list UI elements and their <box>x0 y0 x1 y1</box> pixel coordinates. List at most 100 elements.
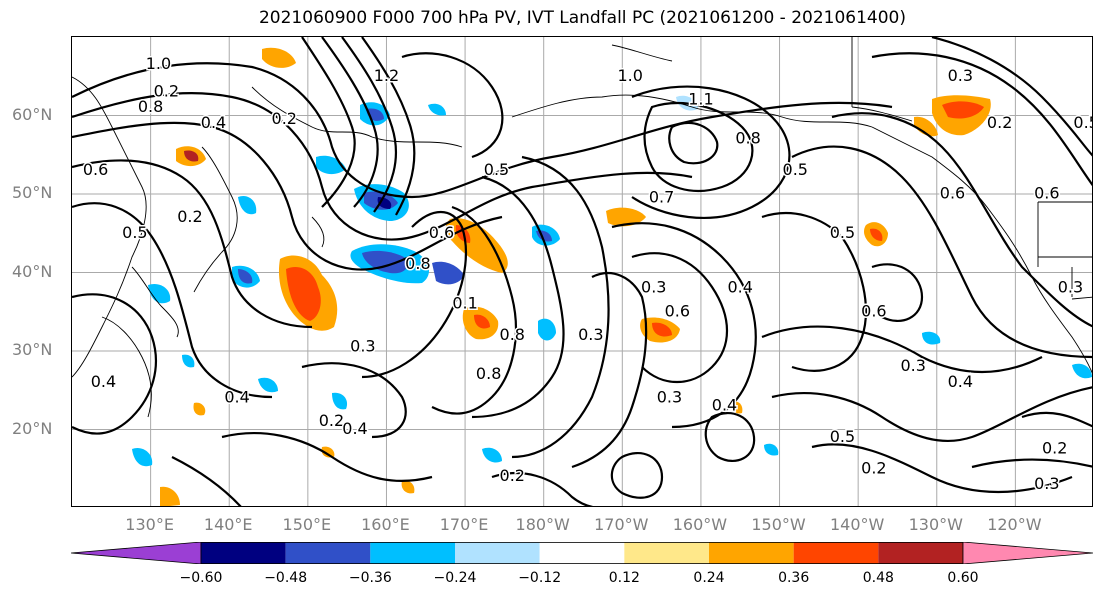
contour-label: 0.4 <box>224 388 249 407</box>
colorbar-tick-label: 0.12 <box>608 570 640 586</box>
contour-labels: 1.00.20.80.40.60.50.20.21.20.50.80.60.10… <box>81 52 1092 494</box>
contour-line <box>341 37 398 213</box>
colorbar-tick-label: −0.24 <box>433 570 477 586</box>
contour-line <box>221 431 433 483</box>
longitude-label: 130°W <box>908 515 963 534</box>
positive-anomaly-shading <box>160 47 991 506</box>
contour-label: 0.6 <box>83 160 108 179</box>
colorbar-cell <box>793 542 879 564</box>
colorbar-tick-label: −0.60 <box>179 570 223 586</box>
contour-label: 0.6 <box>940 184 965 203</box>
contour-label: 0.5 <box>122 223 147 242</box>
colorbar-tick-label: −0.48 <box>264 570 308 586</box>
contour-label: 0.3 <box>350 337 375 356</box>
latitude-label: 30°N <box>12 340 53 359</box>
contour-line <box>72 202 273 399</box>
contour-line <box>761 325 1043 374</box>
contour-line <box>831 112 1092 328</box>
contour-line <box>511 155 610 459</box>
colorbar-cell <box>370 542 455 564</box>
contour-label: 0.4 <box>728 278 753 297</box>
anomaly-blob <box>238 269 253 284</box>
contour-label: 0.8 <box>735 129 760 148</box>
contour-line <box>871 263 924 322</box>
longitude-label: 160°W <box>672 515 728 534</box>
negative-anomaly-shading <box>132 95 1092 467</box>
anomaly-blob <box>474 314 490 329</box>
anomaly-blob <box>132 447 153 467</box>
contour-line <box>72 62 893 199</box>
map-panel: 1.0 0.2 0.8 0.4 0.6 0.5 0.2 0.2 1.2 0.5 0.8 0.6 0.1 0… <box>71 36 1093 507</box>
contour-line <box>491 472 594 506</box>
longitude-label: 140°E <box>203 515 253 534</box>
anomaly-blob <box>428 103 446 116</box>
contour-line <box>611 222 757 429</box>
longitude-label: 150°E <box>282 515 332 534</box>
contour-label: 0.1 <box>452 293 477 312</box>
contour-line <box>668 121 719 165</box>
colorbar-tick-label: 0.24 <box>693 570 725 586</box>
contour-label: 0.5 <box>830 223 855 242</box>
anomaly-blob <box>362 250 408 274</box>
contour-line <box>791 145 1092 359</box>
latitude-label: 40°N <box>12 261 53 281</box>
contour-line <box>931 37 1092 157</box>
contour-line <box>301 37 356 208</box>
anomaly-blob <box>184 150 199 162</box>
colorbar-tick-label: −0.12 <box>518 570 562 586</box>
colorbar-tick-label: 0.60 <box>947 570 979 586</box>
longitude-label: 160°E <box>361 515 410 534</box>
contour-label: 0.2 <box>987 113 1012 132</box>
contour-line <box>361 37 416 216</box>
anomaly-blob <box>732 401 743 414</box>
longitude-label: 150°W <box>751 515 806 534</box>
contour-line <box>631 252 729 384</box>
contour-line <box>401 52 504 159</box>
coastline <box>101 316 152 418</box>
anomaly-blob <box>332 392 348 410</box>
contour-line <box>761 212 868 372</box>
contour-label: 0.2 <box>272 109 297 128</box>
longitude-label: 130°E <box>125 515 174 534</box>
pv-contours <box>72 37 1092 506</box>
contour-line <box>971 458 1092 469</box>
contour-line <box>301 362 407 439</box>
anomaly-blob <box>193 402 206 416</box>
contour-line <box>72 159 313 329</box>
anomaly-blob <box>606 207 646 227</box>
coastline <box>193 146 238 293</box>
contour-line <box>771 386 1092 442</box>
contour-line <box>871 52 1092 187</box>
anomaly-blob <box>160 486 180 506</box>
contour-label: 0.3 <box>1034 474 1059 493</box>
contour-label: 0.8 <box>500 325 525 344</box>
colorbar-tick-label: −0.36 <box>348 570 392 586</box>
contour-line <box>72 293 157 435</box>
contour-label: 1.1 <box>688 89 713 108</box>
coastlines <box>72 37 1092 418</box>
anomaly-blob <box>482 447 502 463</box>
colorbar-tick-label: 0.48 <box>862 570 894 586</box>
contour-label: 0.2 <box>1042 439 1067 458</box>
anomaly-blob <box>401 480 415 494</box>
contour-label: 0.2 <box>177 207 202 226</box>
colorbar-cell <box>878 542 963 564</box>
anomaly-blob <box>182 354 195 368</box>
coastline <box>511 94 873 128</box>
contour-line <box>631 85 791 219</box>
contour-label: 0.2 <box>500 466 525 485</box>
contour-label: 0.3 <box>657 388 682 407</box>
map-title: 2021060900 F000 700 hPa PV, IVT Landfall… <box>258 8 906 28</box>
coastline <box>871 126 1092 374</box>
contour-line <box>361 211 468 379</box>
contour-label: 0.6 <box>665 301 690 320</box>
anomaly-blob <box>914 116 938 137</box>
anomaly-blob <box>764 443 779 456</box>
colorbar-cell <box>709 542 794 564</box>
anomaly-blob <box>321 446 335 458</box>
colorbar-cell <box>539 542 625 564</box>
contour-line <box>704 412 756 463</box>
colorbar <box>71 542 1093 564</box>
contour-label: 0.3 <box>900 356 925 375</box>
contour-label: 0.7 <box>649 187 674 206</box>
